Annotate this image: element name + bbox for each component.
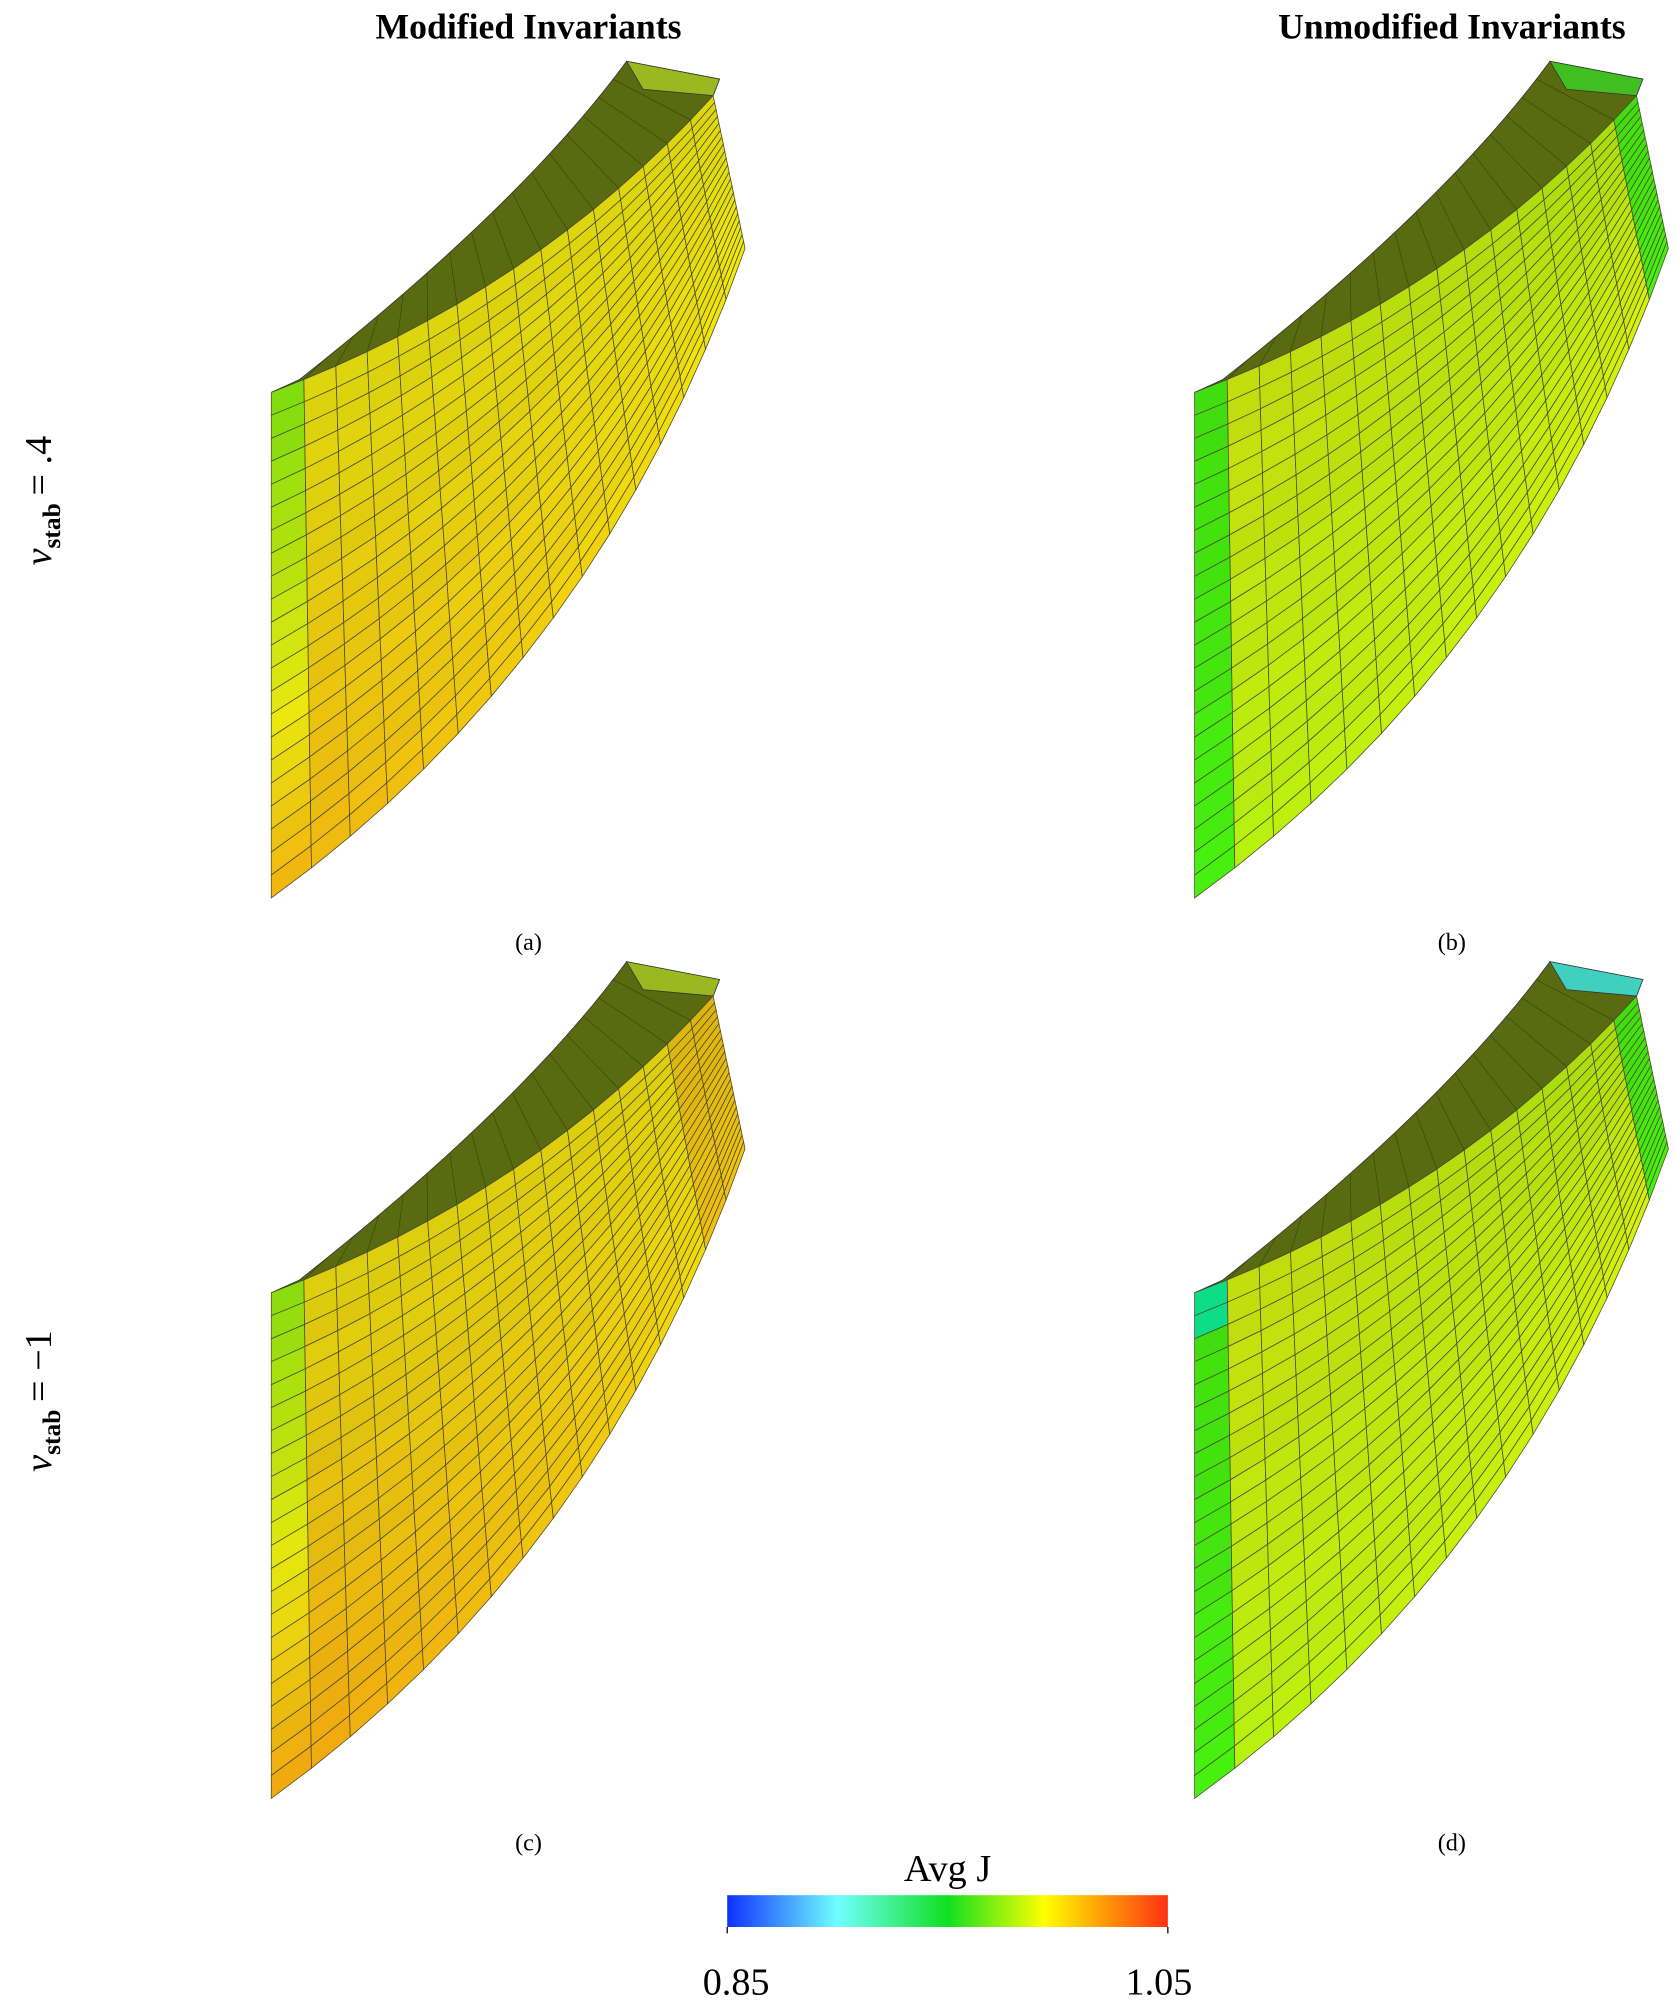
mesh-line — [1258, 336, 1277, 367]
mesh-line — [397, 293, 404, 337]
mesh-line — [426, 1173, 429, 1222]
row-label: νstab = −1 — [18, 1330, 66, 1472]
mesh-line — [1415, 212, 1438, 269]
mesh-line — [566, 134, 619, 189]
mesh-line — [598, 997, 668, 1045]
mesh-cell — [1647, 240, 1669, 301]
mesh-line — [1226, 357, 1251, 380]
mesh-line — [1350, 273, 1352, 321]
caption: (d) — [1438, 1830, 1466, 1857]
mesh-line — [612, 979, 691, 1021]
colorbar-tick-label: 0.85 — [703, 1962, 770, 2001]
mesh-line — [449, 1152, 458, 1205]
mesh-line — [1290, 314, 1303, 352]
caption: (b) — [1438, 929, 1466, 956]
mesh-line — [512, 1092, 542, 1151]
mesh-line — [471, 1132, 486, 1188]
mesh-cell — [724, 1140, 746, 1202]
mesh-line — [1490, 134, 1543, 189]
mesh-line — [1454, 1073, 1492, 1131]
mesh-line — [1472, 153, 1518, 210]
mesh-line — [1506, 115, 1567, 167]
colorbar-label: Avg J — [904, 1848, 991, 1890]
mesh-cell — [1647, 1140, 1669, 1202]
mesh-line — [303, 357, 327, 380]
mesh-line — [1415, 1112, 1438, 1170]
mesh-cell — [724, 240, 746, 301]
mesh-line — [426, 273, 429, 321]
mesh-line — [449, 252, 458, 305]
mesh-line — [366, 314, 380, 352]
mesh-line — [598, 97, 668, 144]
mesh-line — [1435, 1092, 1465, 1151]
mesh-line — [1372, 252, 1381, 305]
mesh-line — [583, 115, 644, 167]
mesh-line — [1490, 1034, 1543, 1089]
mesh-line — [1454, 172, 1492, 231]
mesh-line — [397, 1194, 404, 1238]
mesh-line — [549, 153, 594, 210]
mesh-line — [1320, 1194, 1327, 1238]
symbol: ν — [18, 1455, 60, 1472]
mesh-line — [1394, 232, 1410, 287]
mesh-line — [512, 192, 542, 250]
mesh-line — [531, 1073, 568, 1131]
mesh-line — [612, 78, 691, 121]
meshes — [270, 60, 1669, 1800]
subscript: stab — [37, 503, 66, 548]
mesh-line — [366, 1215, 380, 1253]
mesh-line — [1521, 97, 1591, 144]
colorbar-tick-label: 1.05 — [1126, 1962, 1193, 2001]
mesh-line — [1290, 1215, 1303, 1253]
column-title: Modified Invariants — [376, 6, 682, 46]
colorbar — [727, 1895, 1168, 1928]
mesh-line — [335, 336, 354, 367]
mesh-line — [1506, 1016, 1567, 1067]
mesh-line — [492, 212, 514, 269]
colorbar-ticks: 0.85 1.05 — [703, 1927, 1193, 2001]
column-title: Unmodified Invariants — [1278, 6, 1626, 46]
mesh-line — [583, 1016, 644, 1067]
mesh-line — [1320, 293, 1327, 337]
mesh-line — [566, 1034, 619, 1089]
row-label: νstab = .4 — [18, 436, 66, 566]
mesh-line — [1472, 1053, 1518, 1111]
mesh-line — [492, 1112, 514, 1170]
mesh-line — [531, 172, 568, 231]
mesh-line — [1372, 1152, 1381, 1205]
mesh-line — [471, 232, 486, 287]
mesh-line — [1536, 979, 1615, 1021]
row-value: = .4 — [18, 436, 60, 496]
mesh-line — [1226, 1257, 1251, 1281]
subscript: stab — [37, 1410, 66, 1455]
caption: (c) — [515, 1830, 542, 1857]
mesh-line — [1258, 1236, 1277, 1267]
caption: (a) — [515, 929, 542, 956]
mesh-line — [1350, 1173, 1352, 1222]
mesh-line — [335, 1236, 354, 1267]
mesh-line — [1536, 78, 1615, 121]
symbol: ν — [18, 548, 60, 565]
mesh-line — [1394, 1132, 1410, 1188]
mesh-line — [549, 1053, 594, 1111]
mesh-line — [1435, 192, 1465, 250]
mesh-line — [1521, 997, 1591, 1045]
mesh-line — [303, 1257, 327, 1281]
row-value: = −1 — [18, 1330, 60, 1402]
